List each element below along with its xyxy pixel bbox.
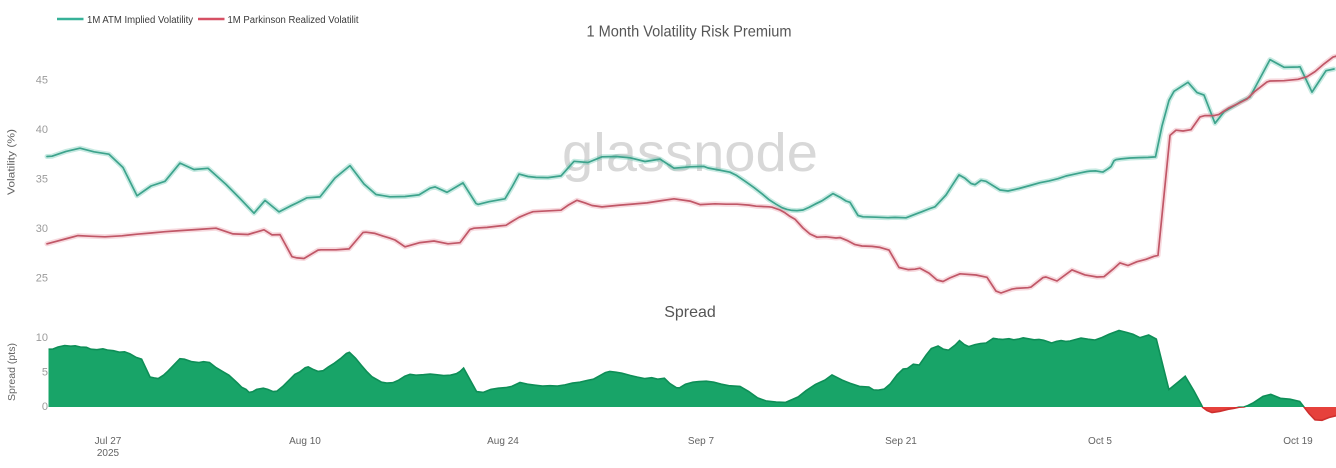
svg-text:Spread: Spread (664, 304, 716, 321)
svg-text:25: 25 (36, 273, 48, 285)
svg-text:Aug 10: Aug 10 (289, 436, 321, 447)
svg-text:Sep 7: Sep 7 (688, 436, 715, 447)
svg-text:Oct 19: Oct 19 (1283, 436, 1313, 447)
svg-text:Aug 24: Aug 24 (487, 436, 519, 447)
svg-text:5: 5 (42, 367, 48, 379)
svg-text:Oct 5: Oct 5 (1088, 436, 1112, 447)
svg-text:2025: 2025 (97, 448, 120, 459)
svg-text:10: 10 (36, 332, 48, 344)
svg-text:45: 45 (36, 75, 48, 87)
svg-text:1 Month Volatility Risk Premiu: 1 Month Volatility Risk Premium (587, 24, 792, 41)
svg-text:Volatility (%): Volatility (%) (6, 129, 18, 195)
svg-text:40: 40 (36, 124, 48, 136)
svg-text:Sep 21: Sep 21 (885, 436, 917, 447)
svg-text:1M ATM Implied Volatility: 1M ATM Implied Volatility (87, 15, 193, 26)
svg-text:30: 30 (36, 223, 48, 235)
svg-text:Spread (pts): Spread (pts) (6, 343, 18, 401)
svg-text:1M Parkinson Realized Volatili: 1M Parkinson Realized Volatilit (228, 15, 359, 26)
svg-text:0: 0 (42, 401, 48, 413)
svg-text:glassnode: glassnode (562, 123, 818, 183)
svg-text:35: 35 (36, 174, 48, 186)
svg-text:Jul 27: Jul 27 (95, 436, 122, 447)
